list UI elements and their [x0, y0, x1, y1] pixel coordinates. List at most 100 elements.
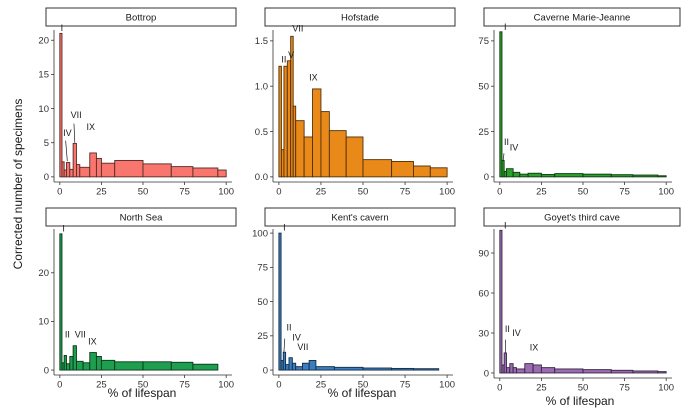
panel-strip: [45, 207, 237, 227]
histogram-bar: [519, 173, 529, 178]
histogram-bar: [66, 162, 71, 178]
histogram-bar: [282, 351, 287, 371]
x-tick-label: 25: [316, 187, 327, 198]
histogram-bar: [362, 159, 393, 178]
histogram-bar: [632, 174, 659, 178]
histogram-bar: [100, 162, 116, 178]
histogram-bar: [285, 364, 290, 371]
histogram-bar: [295, 120, 305, 178]
y-tick-label: 50: [257, 297, 268, 308]
annotation-label: II: [286, 323, 291, 333]
y-tick-label: 0: [44, 172, 49, 183]
histogram-bar: [89, 152, 97, 178]
histogram-bar: [554, 368, 584, 374]
histogram-bar: [142, 163, 172, 178]
histogram-bar: [63, 355, 67, 371]
annotation-label: IV: [510, 142, 519, 152]
histogram-bar: [632, 370, 659, 374]
histogram-bar: [291, 362, 297, 371]
histogram-bar: [413, 165, 431, 178]
y-tick-label: 100: [252, 228, 268, 239]
histogram-bar: [114, 160, 144, 178]
x-tick-label: 50: [358, 187, 369, 198]
histogram-bar: [76, 360, 84, 371]
y-tick-label: 10: [38, 317, 49, 328]
x-tick-label: 100: [218, 380, 234, 391]
x-tick-label: 25: [96, 187, 107, 198]
y-tick-label: 1.5: [255, 36, 268, 47]
x-tick-label: 75: [179, 187, 190, 198]
x-tick-label: 25: [536, 383, 547, 394]
histogram-bar: [582, 173, 612, 178]
y-tick-label: 0.0: [255, 172, 268, 183]
annotation-label: VII: [297, 342, 308, 352]
histogram-bar: [82, 362, 91, 371]
x-tick-label: 100: [439, 187, 455, 198]
histogram-bar: [100, 359, 116, 371]
histogram-bar: [582, 369, 612, 374]
x-axis-title-col2: % of lifespan: [328, 386, 397, 400]
panel-strip: [264, 207, 456, 227]
histogram-bar: [59, 233, 63, 371]
annotation-label: VII: [292, 24, 303, 34]
histogram-bar: [69, 168, 74, 178]
histogram-bar: [657, 175, 667, 178]
histogram-bar: [278, 65, 282, 178]
panel-strip-label: North Sea: [120, 213, 163, 224]
x-tick-label: 100: [439, 380, 455, 391]
y-tick-label: 15: [38, 70, 49, 81]
x-tick-label: 25: [96, 380, 107, 391]
histogram-bar: [391, 160, 414, 178]
annotation-leader: [502, 153, 505, 161]
x-tick-label: 50: [138, 380, 149, 391]
histogram-bar: [509, 363, 514, 374]
y-tick-label: 0: [44, 365, 49, 376]
panel-strip: [264, 7, 456, 27]
histogram-bar: [69, 355, 74, 371]
annotation-label: I: [504, 22, 507, 32]
y-tick-label: 0: [263, 365, 268, 376]
annotation-label: II: [505, 324, 510, 334]
x-tick-label: 0: [57, 380, 62, 391]
histogram-bar: [303, 136, 313, 178]
y-tick-label: 50: [478, 82, 489, 93]
x-tick-label: 25: [536, 187, 547, 198]
histogram-bar: [312, 88, 322, 178]
histogram-bar: [79, 166, 91, 178]
histogram-bar: [320, 111, 330, 178]
x-tick-label: 75: [400, 187, 411, 198]
histogram-bar: [95, 355, 102, 371]
annotation-label: IX: [530, 343, 539, 353]
x-tick-label: 50: [578, 383, 589, 394]
x-tick-label: 100: [658, 187, 674, 198]
histogram-bar: [524, 363, 534, 374]
histogram-bar: [345, 136, 364, 178]
annotation-label: I: [62, 223, 65, 233]
x-axis-title-col3: % of lifespan: [546, 394, 615, 408]
y-axis-title: Corrected number of specimens: [11, 99, 25, 270]
y-tick-label: 25: [257, 331, 268, 342]
y-tick-label: 60: [478, 288, 489, 299]
y-tick-label: 1.0: [255, 82, 268, 93]
histogram-bar: [95, 157, 102, 178]
x-tick-label: 0: [497, 187, 502, 198]
annotation-label: II: [65, 329, 70, 339]
histogram-bar: [142, 361, 172, 371]
x-tick-label: 50: [138, 187, 149, 198]
annotation-label: I: [283, 223, 286, 233]
y-tick-label: 0.5: [255, 127, 268, 138]
histogram-bar: [540, 367, 556, 374]
histogram-bar: [362, 367, 393, 371]
x-tick-label: 0: [57, 187, 62, 198]
panel-strip: [45, 7, 237, 27]
y-tick-label: 0: [484, 368, 489, 379]
histogram-bar: [413, 368, 440, 371]
annotation-label: I: [61, 23, 64, 33]
x-tick-label: 100: [658, 383, 674, 394]
x-tick-label: 75: [400, 380, 411, 391]
panel-strip: [483, 7, 681, 27]
x-tick-label: 0: [276, 187, 281, 198]
